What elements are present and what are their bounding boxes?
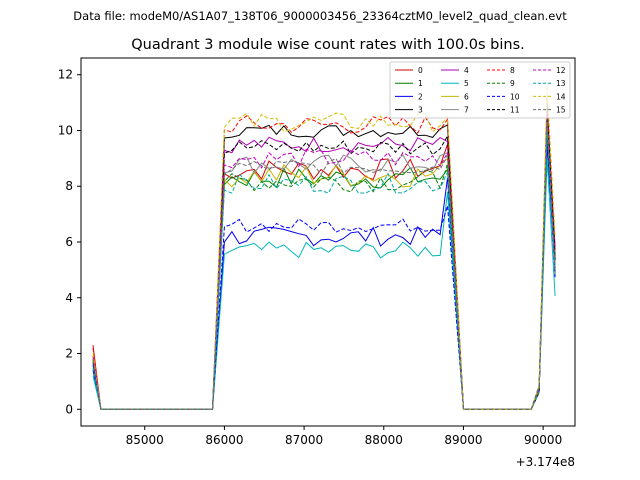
- suptitle: Data file: modeM0/AS1A07_138T06_90000034…: [73, 9, 567, 23]
- series-line-14: [92, 85, 556, 410]
- series-line-6: [92, 113, 556, 410]
- legend-box: [389, 61, 571, 119]
- x-tick-label: 90000: [524, 433, 562, 447]
- legend-label-9: 9: [510, 79, 515, 88]
- legend-label-3: 3: [418, 106, 423, 115]
- y-tick-label: 4: [65, 291, 73, 305]
- legend-label-6: 6: [464, 92, 469, 101]
- y-tick-label: 2: [65, 347, 73, 361]
- series-line-13: [92, 130, 556, 410]
- series-line-7: [92, 122, 556, 410]
- series-line-9: [92, 130, 556, 410]
- legend-label-11: 11: [510, 106, 520, 115]
- series-line-12: [92, 110, 556, 410]
- legend-label-7: 7: [464, 106, 469, 115]
- series-line-8: [92, 94, 556, 410]
- legend-label-10: 10: [510, 92, 520, 101]
- legend-label-8: 8: [510, 66, 515, 75]
- series-line-4: [92, 108, 556, 410]
- chart-title: Quadrant 3 module wise count rates with …: [131, 37, 525, 53]
- x-tick-label: 87000: [285, 433, 323, 447]
- legend-label-2: 2: [418, 92, 423, 101]
- y-tick-label: 10: [58, 123, 73, 137]
- legend-label-15: 15: [556, 106, 566, 115]
- y-tick-label: 12: [58, 68, 73, 82]
- x-tick-label: 89000: [444, 433, 482, 447]
- series-line-11: [92, 105, 556, 410]
- y-tick-label: 8: [65, 179, 73, 193]
- series-line-2: [92, 144, 556, 410]
- x-offset-label: +3.174e8: [516, 455, 575, 469]
- legend-label-13: 13: [556, 79, 566, 88]
- series-line-5: [92, 158, 556, 410]
- legend-label-14: 14: [556, 92, 566, 101]
- legend-label-5: 5: [464, 79, 469, 88]
- x-tick-label: 85000: [126, 433, 164, 447]
- x-tick-label: 88000: [365, 433, 403, 447]
- y-tick-label: 6: [65, 235, 73, 249]
- series-line-15: [92, 119, 556, 410]
- series-line-0: [92, 116, 556, 410]
- x-tick-label: 86000: [205, 433, 243, 447]
- series-line-10: [92, 136, 556, 410]
- series-line-3: [92, 102, 556, 410]
- legend-label-0: 0: [418, 66, 423, 75]
- y-tick-label: 0: [65, 402, 73, 416]
- legend-label-12: 12: [556, 66, 566, 75]
- legend-label-1: 1: [418, 79, 423, 88]
- legend-label-4: 4: [464, 66, 469, 75]
- series-line-1: [92, 130, 556, 410]
